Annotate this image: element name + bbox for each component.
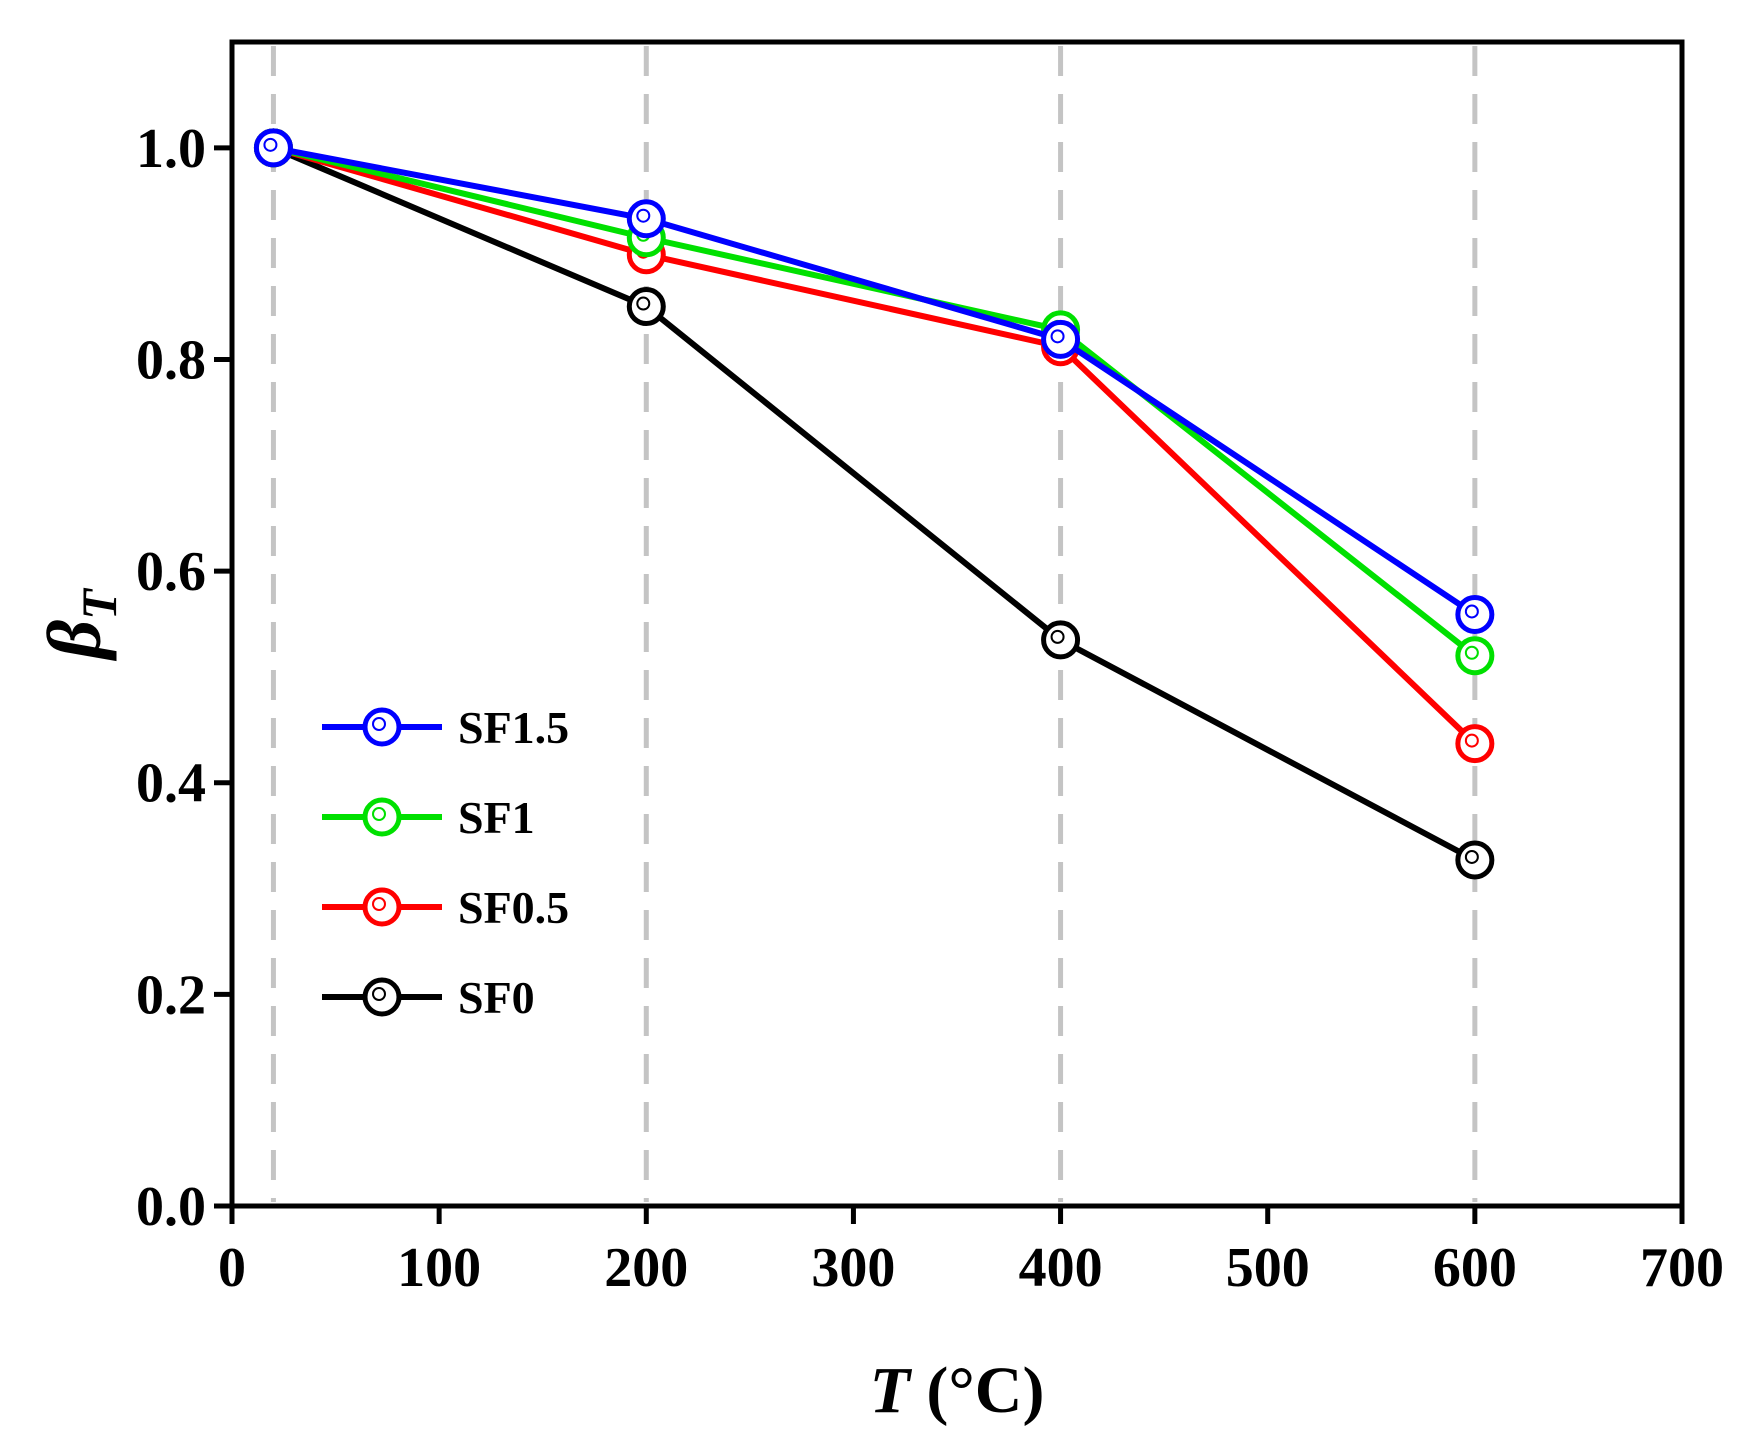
point-sf0-5-600 xyxy=(1455,724,1495,764)
series-line-sf1 xyxy=(272,144,1477,659)
x-tick-label-500: 500 xyxy=(1226,1237,1310,1299)
y-axis-title: βT xyxy=(33,587,127,662)
legend-entry-sf1: SF1 xyxy=(322,792,535,843)
legend-marker-sf1-5 xyxy=(362,707,402,747)
x-tick-label-200: 200 xyxy=(604,1237,688,1299)
point-sf1-5-20 xyxy=(253,128,293,168)
y-tick-label-0.0: 0.0 xyxy=(136,1176,206,1238)
legend-marker-sf0 xyxy=(362,977,402,1017)
series-line-sf0 xyxy=(272,145,1477,863)
legend-label-sf0: SF0 xyxy=(458,972,535,1023)
legend-label-sf1-5: SF1.5 xyxy=(458,702,569,753)
series-sf1 xyxy=(253,128,1495,676)
legend-entry-sf0: SF0 xyxy=(322,972,535,1023)
plot-frame xyxy=(229,39,1685,1209)
legend-entry-sf1-5: SF1.5 xyxy=(322,702,569,753)
legend-marker-sf1 xyxy=(362,797,402,837)
reference-lines xyxy=(270,46,1478,1202)
point-sf1-5-200 xyxy=(626,199,666,239)
y-tick-label-0.6: 0.6 xyxy=(136,541,206,603)
point-sf0-600 xyxy=(1455,840,1495,880)
series-sf1-5 xyxy=(253,128,1495,634)
axes: 0 100 200 300 400 500 600 700 0.0 0.2 0.4 0.6 0.8 1.0 xyxy=(136,39,1724,1299)
x-tick-label-400: 400 xyxy=(1019,1237,1103,1299)
series-line-sf0-5 xyxy=(272,144,1477,746)
point-sf1-5-600 xyxy=(1455,594,1495,634)
y-tick-label-1.0: 1.0 xyxy=(136,118,206,180)
legend-entry-sf0-5: SF0.5 xyxy=(322,882,569,933)
legend-marker-sf0-5 xyxy=(362,887,402,927)
point-sf1-600 xyxy=(1455,636,1495,676)
x-axis-title: T (°C) xyxy=(870,1354,1045,1427)
x-tick-label-0: 0 xyxy=(218,1237,246,1299)
y-tick-label-0.8: 0.8 xyxy=(136,329,206,391)
legend-label-sf0-5: SF0.5 xyxy=(458,882,569,933)
y-tick-label-0.4: 0.4 xyxy=(136,753,206,815)
point-sf1-5-400 xyxy=(1041,319,1081,359)
series-layer xyxy=(253,128,1495,880)
x-tick-label-100: 100 xyxy=(397,1237,481,1299)
x-tick-label-300: 300 xyxy=(811,1237,895,1299)
series-line-sf1-5 xyxy=(272,144,1477,617)
point-sf0-200 xyxy=(626,287,666,327)
point-sf0-400 xyxy=(1041,620,1081,660)
legend: SF1.5 SF1 SF0.5 SF0 xyxy=(322,702,569,1023)
x-tick-label-700: 700 xyxy=(1640,1237,1724,1299)
x-tick-label-600: 600 xyxy=(1433,1237,1517,1299)
y-tick-label-0.2: 0.2 xyxy=(136,964,206,1026)
legend-label-sf1: SF1 xyxy=(458,792,535,843)
series-sf0-5 xyxy=(253,128,1495,764)
